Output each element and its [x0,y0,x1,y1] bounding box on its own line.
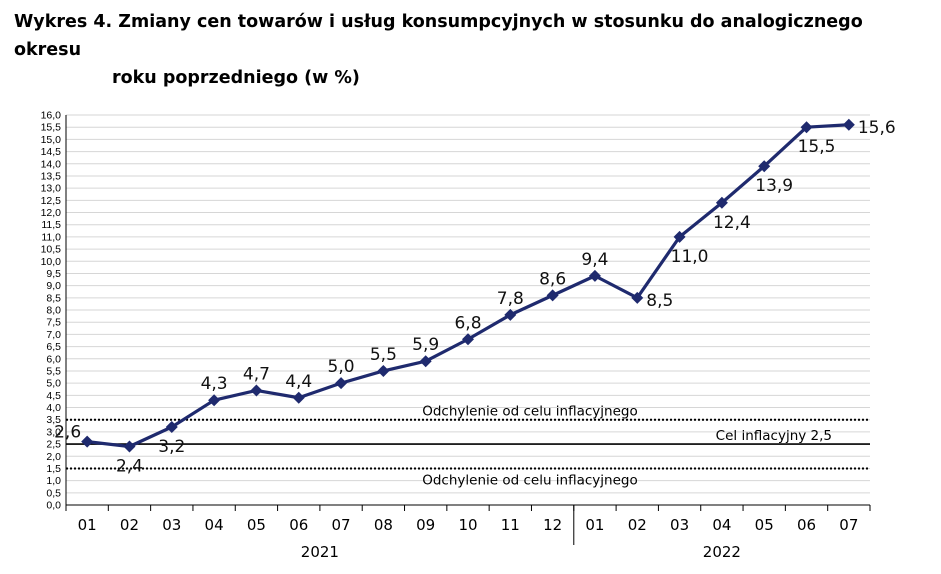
y-tick-label: 0,0 [46,500,61,512]
y-tick-label: 8,5 [46,292,61,304]
x-tick-label: 06 [289,516,308,534]
y-tick-label: 6,5 [46,341,61,353]
y-tick-label: 2,0 [46,451,61,463]
y-tick-label: 6,0 [46,353,61,365]
data-label: 2,4 [116,457,143,477]
data-label: 4,4 [285,372,312,392]
x-tick-label: 07 [839,516,858,534]
year-label: 2021 [301,543,339,561]
y-tick-label: 15,5 [41,122,62,134]
y-tick-label: 3,0 [46,426,61,438]
reference-label: Cel inflacyjny 2,5 [716,428,832,444]
x-tick-label: 08 [374,516,393,534]
chart-title-line-2: roku poprzedniego (w %) [112,68,360,88]
data-point [335,377,348,390]
data-label: 7,8 [497,289,524,309]
chart-title-line-1: Wykres 4. Zmiany cen towarów i usług kon… [14,12,863,60]
y-tick-label: 10,0 [41,256,62,268]
data-point [800,121,813,134]
y-tick-label: 12,0 [41,207,62,219]
data-label: 9,4 [581,250,608,270]
data-point [165,421,178,433]
x-tick-label: 10 [458,516,477,534]
y-tick-label: 8,0 [46,305,61,317]
data-label: 11,0 [671,247,709,267]
x-tick-label: 12 [543,516,562,534]
data-label: 2,6 [54,423,81,443]
reference-label: Odchylenie od celu inflacyjnego [422,404,638,420]
y-tick-label: 11,5 [41,219,61,231]
data-label: 5,9 [412,335,439,355]
y-tick-label: 12,5 [41,195,62,207]
data-point [673,230,686,243]
data-point [377,364,390,377]
data-point [419,355,432,368]
data-label: 4,7 [243,364,270,384]
data-point [758,160,771,173]
data-point [715,196,728,209]
y-tick-label: 9,5 [46,268,61,280]
x-tick-label: 05 [247,516,266,534]
data-label: 15,6 [858,118,896,138]
data-point [81,435,94,448]
year-label: 2022 [703,543,741,561]
y-tick-label: 15,0 [41,134,62,146]
y-tick-label: 5,5 [46,365,61,377]
y-tick-label: 7,5 [46,317,61,329]
x-tick-label: 03 [162,516,181,534]
data-point [631,291,644,304]
x-tick-label: 02 [120,516,139,534]
data-point [208,394,221,407]
chart-title: Wykres 4. Zmiany cen towarów i usług kon… [14,8,934,92]
data-label: 5,0 [328,357,355,377]
y-tick-label: 11,0 [41,231,61,243]
y-tick-label: 9,0 [46,280,61,292]
y-tick-label: 4,0 [46,402,61,414]
y-tick-label: 13,5 [41,170,62,182]
data-point [588,269,601,282]
data-point [462,333,474,346]
data-label: 12,4 [713,213,751,233]
data-label: 4,3 [201,374,228,394]
x-tick-label: 04 [205,516,224,534]
y-tick-label: 10,5 [41,244,62,256]
x-tick-label: 11 [501,516,520,534]
y-tick-label: 2,5 [46,439,61,451]
data-point [546,289,559,302]
y-tick-label: 5,0 [46,378,61,390]
x-tick-label: 01 [78,516,97,534]
x-tick-label: 02 [628,516,647,534]
data-label: 8,6 [539,269,566,289]
data-label: 5,5 [370,345,397,365]
x-tick-label: 01 [585,516,604,534]
x-tick-label: 09 [416,516,435,534]
y-tick-label: 1,0 [46,475,61,487]
data-point [842,118,855,131]
data-label: 13,9 [755,176,793,196]
x-tick-label: 05 [755,516,774,534]
y-tick-label: 0,5 [46,487,61,499]
data-point [250,384,263,397]
y-tick-label: 13,0 [41,183,62,195]
reference-label: Odchylenie od celu inflacyjnego [422,472,638,488]
y-tick-label: 4,5 [46,390,61,402]
data-point [123,440,136,453]
y-tick-label: 16,0 [41,110,62,122]
y-tick-label: 1,5 [46,463,61,475]
data-label: 3,2 [158,437,185,457]
x-tick-label: 06 [797,516,816,534]
x-tick-label: 07 [332,516,351,534]
data-label: 8,5 [646,291,673,311]
x-tick-label: 04 [712,516,731,534]
y-tick-label: 7,0 [46,329,61,341]
y-tick-label: 14,5 [41,146,62,158]
y-tick-label: 3,5 [46,414,61,426]
data-label: 6,8 [454,313,481,333]
data-label: 15,5 [798,137,836,157]
x-tick-label: 03 [670,516,689,534]
y-tick-label: 14,0 [41,158,62,170]
data-point [504,308,517,321]
data-point [292,391,305,404]
